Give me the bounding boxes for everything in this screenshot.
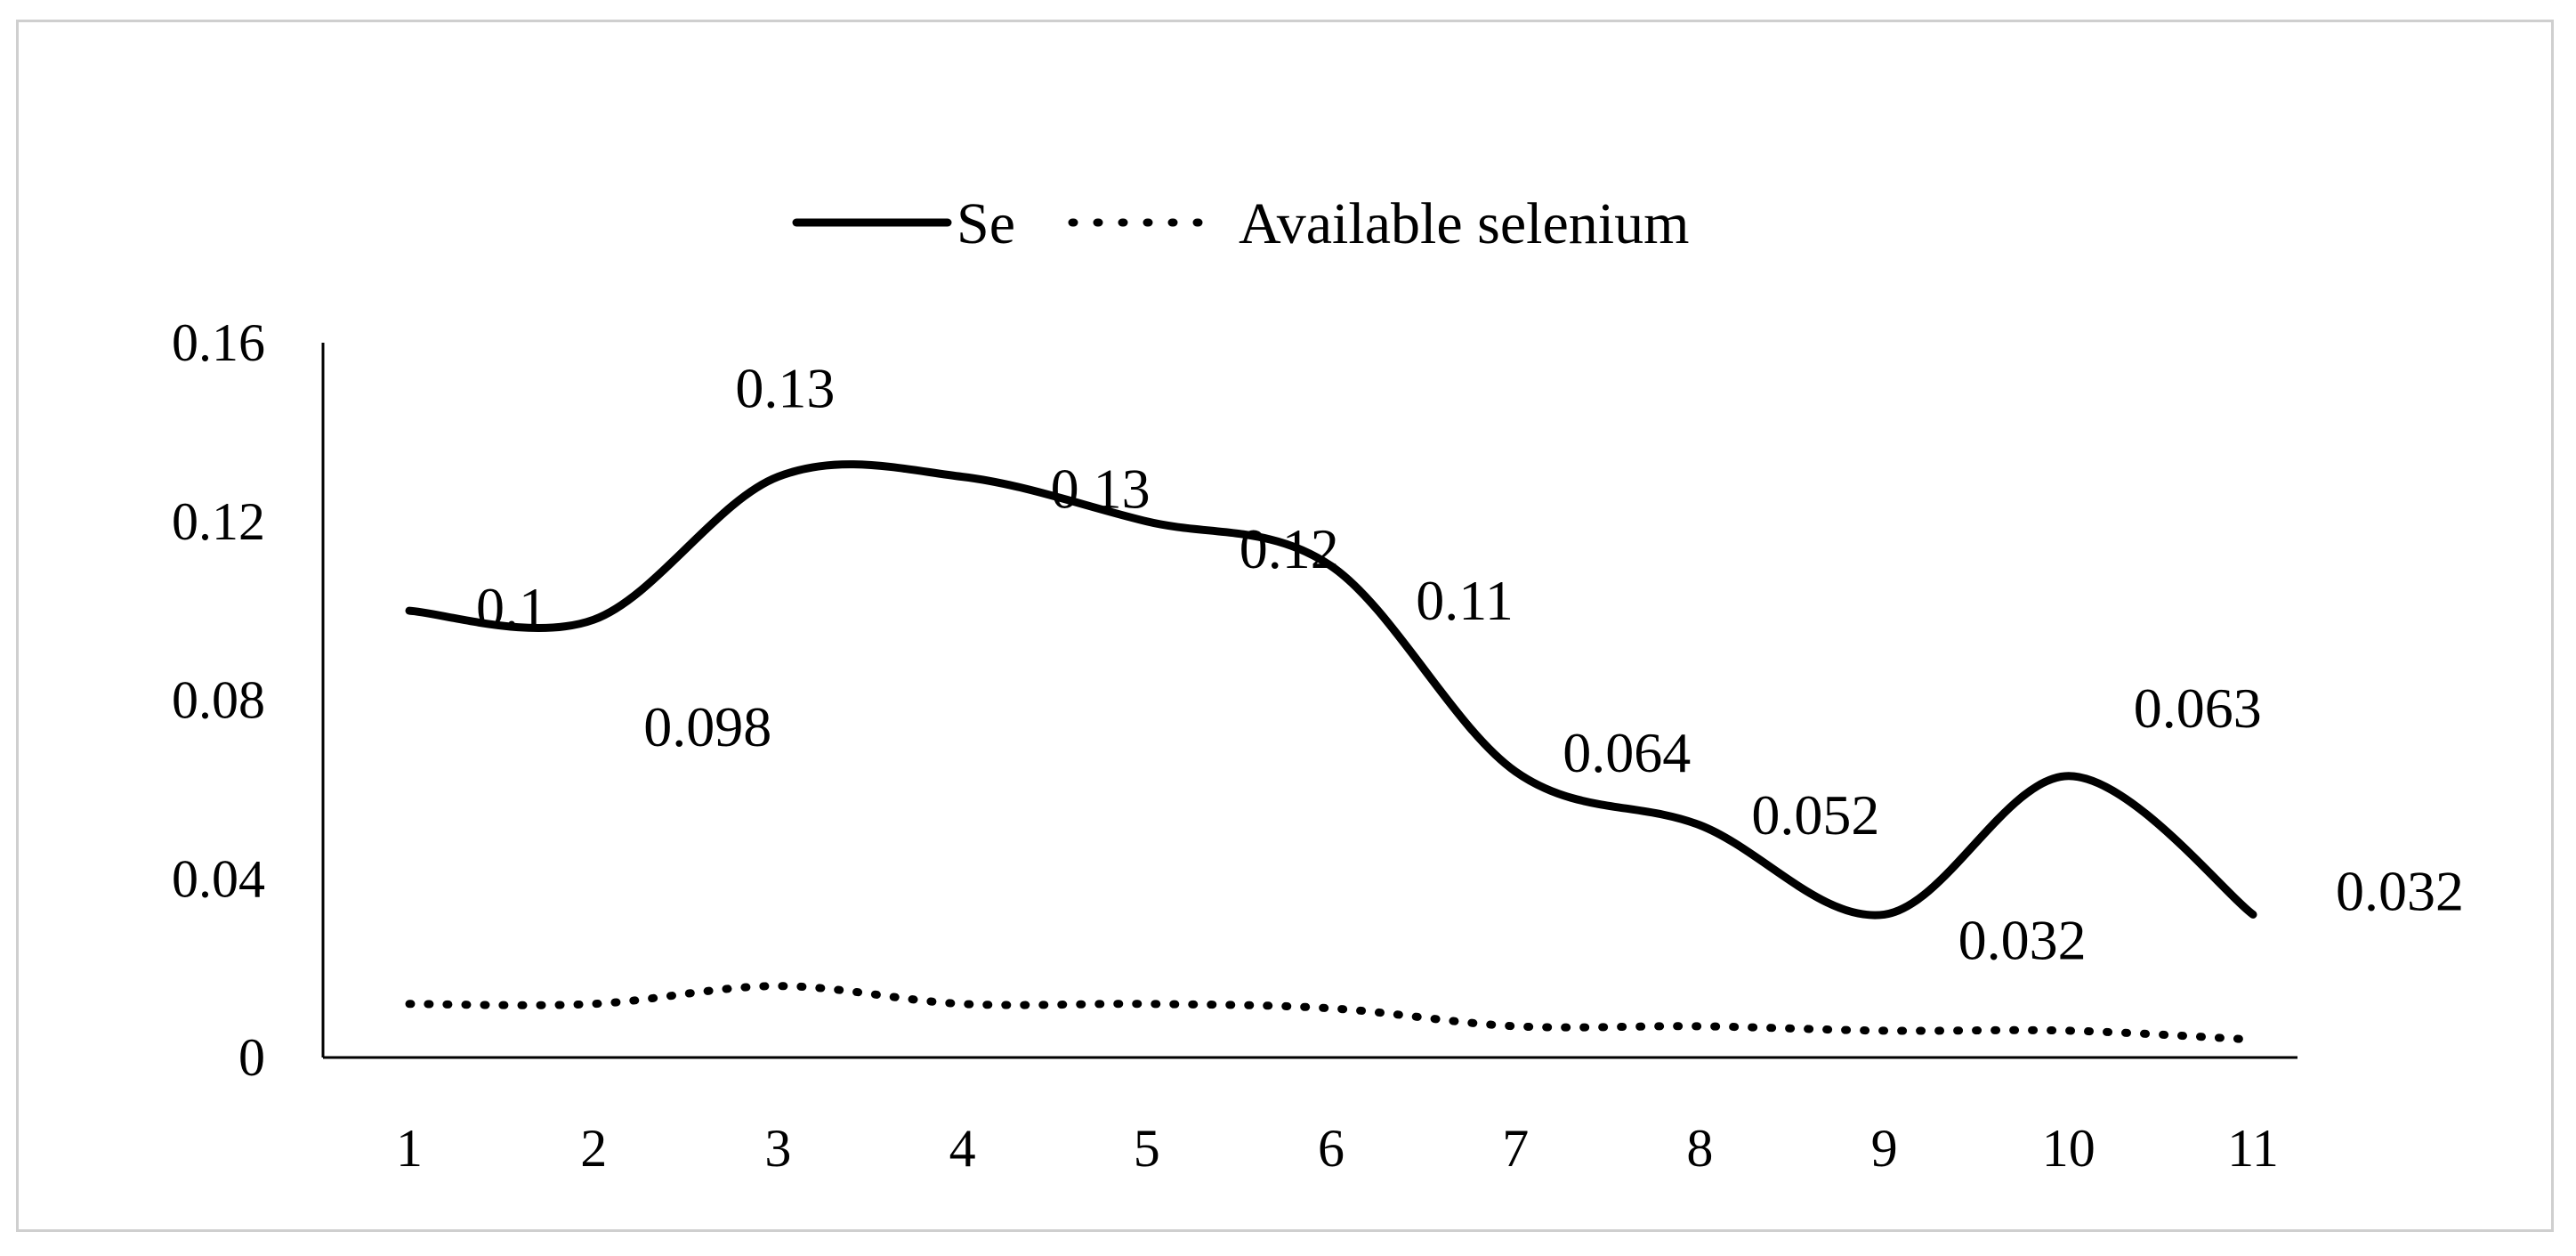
- point-available-selenium-6: [1330, 1008, 1332, 1009]
- x-tick-label: 4: [949, 1119, 976, 1178]
- data-label-se-10: 0.063: [2134, 677, 2262, 740]
- y-tick-label: 0.08: [172, 671, 265, 730]
- x-tick-label: 11: [2227, 1119, 2279, 1178]
- point-available-selenium-5: [1146, 1003, 1148, 1005]
- chart-frame: [16, 20, 2554, 1232]
- y-tick-label: 0.04: [172, 849, 265, 908]
- data-label-se-7: 0.064: [1563, 721, 1691, 784]
- y-tick-label: 0: [238, 1028, 265, 1087]
- y-tick-label: 0.12: [172, 492, 265, 551]
- data-label-se-4: 0.13: [1051, 458, 1151, 521]
- data-label-se-11: 0.032: [2336, 859, 2464, 922]
- axes: [321, 343, 2297, 1059]
- data-label-se-8: 0.052: [1751, 783, 1879, 847]
- data-label-se-6: 0.11: [1416, 569, 1514, 632]
- x-tick-label: 5: [1134, 1119, 1160, 1178]
- data-label-se-2: 0.098: [643, 695, 771, 758]
- legend-label-se: Se: [957, 191, 1015, 256]
- x-tick-label: 3: [764, 1119, 791, 1178]
- series-line-se: [405, 460, 2257, 920]
- point-available-selenium-4: [962, 1003, 964, 1005]
- data-label-se-5: 0.12: [1240, 517, 1339, 580]
- x-tick-label: 8: [1686, 1119, 1713, 1178]
- x-tick-label: 6: [1318, 1119, 1345, 1178]
- series-line-available-selenium: [405, 982, 2257, 1044]
- x-tick-label: 10: [2042, 1119, 2096, 1178]
- x-tick-label: 7: [1502, 1119, 1529, 1178]
- data-labels: 0.1 0.098 0.13 0.13 0.12 0.11 0.064 0.052 0.032 0…: [476, 357, 2464, 972]
- y-tick-label: 0.16: [172, 313, 265, 372]
- point-available-selenium-11: [2252, 1039, 2254, 1041]
- data-label-se-3: 0.13: [735, 357, 835, 420]
- data-label-se-1: 0.1: [476, 576, 547, 639]
- x-tick-label: 1: [396, 1119, 423, 1178]
- legend-label-available-selenium: Available selenium: [1239, 191, 1689, 256]
- legend: Se Available selenium: [792, 191, 1689, 256]
- point-available-selenium-7: [1514, 1025, 1516, 1027]
- data-label-se-9: 0.032: [1958, 908, 2087, 971]
- x-tick-label: 9: [1871, 1119, 1898, 1178]
- x-tick-labels: 1 2 3 4 5 6 7 8 9 10 11: [396, 1119, 2279, 1178]
- x-tick-label: 2: [580, 1119, 607, 1178]
- series-layer: [405, 460, 2257, 1044]
- y-tick-labels: 0 0.04 0.08 0.12 0.16: [172, 313, 265, 1087]
